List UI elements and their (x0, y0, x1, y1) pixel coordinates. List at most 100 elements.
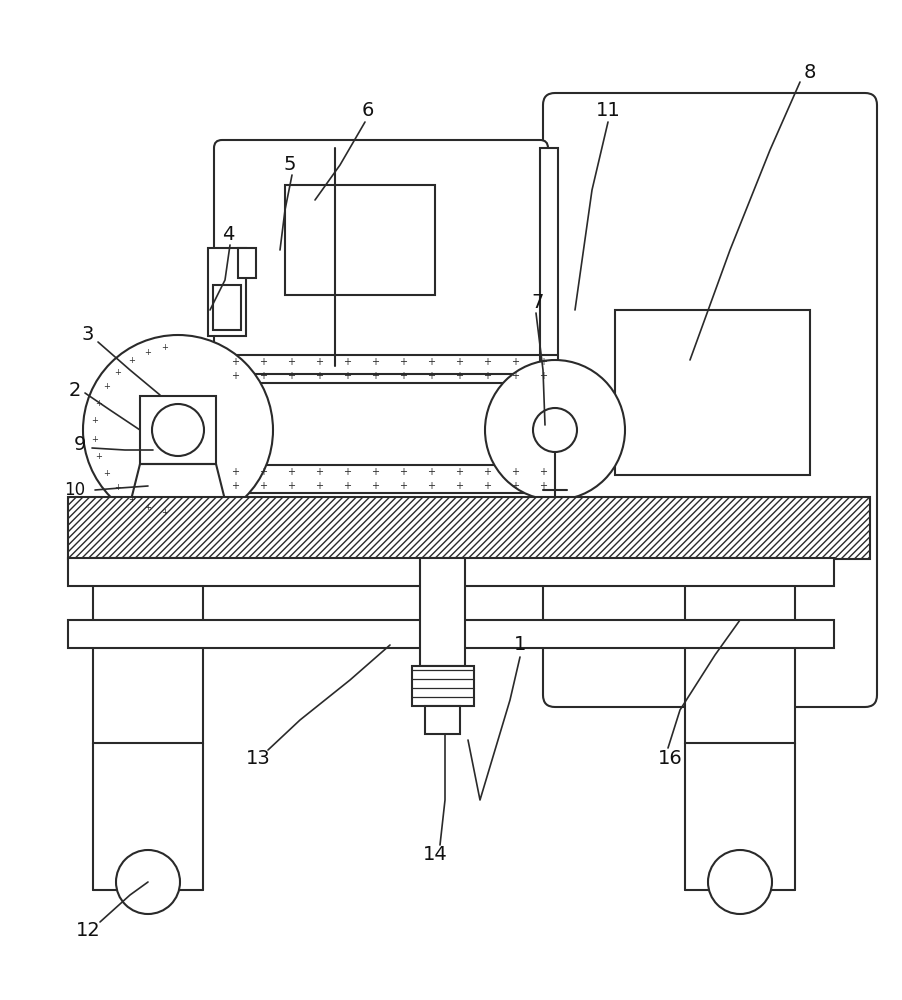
Bar (238, 248, 256, 278)
Text: 12: 12 (76, 920, 100, 940)
Bar (420, 558, 465, 666)
Text: 6: 6 (362, 101, 374, 119)
Text: +: + (114, 368, 121, 377)
Text: 11: 11 (595, 101, 621, 119)
Text: +: + (259, 357, 267, 367)
Bar (285, 185, 435, 295)
Circle shape (708, 850, 772, 914)
Text: +: + (343, 371, 351, 381)
Text: +: + (455, 371, 463, 381)
Text: +: + (539, 357, 547, 367)
Bar (213, 285, 241, 330)
Text: +: + (427, 481, 435, 491)
Text: +: + (483, 467, 491, 477)
Text: 9: 9 (74, 436, 87, 454)
Text: +: + (427, 357, 435, 367)
Text: +: + (231, 481, 239, 491)
Text: 3: 3 (82, 326, 94, 344)
Text: +: + (96, 452, 102, 461)
Text: +: + (144, 503, 151, 512)
Text: +: + (511, 357, 519, 367)
Text: +: + (96, 399, 102, 408)
Text: 8: 8 (804, 62, 816, 82)
Text: +: + (371, 481, 379, 491)
Text: +: + (259, 371, 267, 381)
Text: +: + (483, 481, 491, 491)
Text: +: + (259, 467, 267, 477)
Bar (68, 497, 870, 559)
Bar (68, 558, 834, 586)
Text: 13: 13 (245, 748, 271, 768)
Text: +: + (128, 495, 134, 504)
Bar (540, 148, 558, 478)
Text: 10: 10 (64, 481, 86, 499)
Text: +: + (144, 348, 151, 357)
Text: +: + (103, 382, 110, 391)
Text: +: + (315, 481, 323, 491)
Bar (208, 248, 246, 336)
Text: 4: 4 (222, 226, 235, 244)
Text: +: + (287, 371, 295, 381)
Text: +: + (399, 481, 407, 491)
Text: +: + (91, 435, 98, 444)
Text: +: + (371, 371, 379, 381)
Text: +: + (399, 467, 407, 477)
Text: +: + (231, 467, 239, 477)
Bar (425, 706, 460, 734)
Text: +: + (161, 508, 169, 517)
Bar (412, 666, 474, 706)
Text: +: + (399, 357, 407, 367)
Circle shape (83, 335, 273, 525)
Text: +: + (128, 356, 134, 365)
Text: 5: 5 (284, 155, 296, 174)
Text: +: + (371, 357, 379, 367)
Text: 7: 7 (532, 292, 544, 312)
Text: +: + (103, 469, 110, 478)
Circle shape (533, 408, 577, 452)
Bar (208, 366, 226, 471)
Text: +: + (287, 357, 295, 367)
Text: 1: 1 (514, 636, 526, 654)
Text: +: + (114, 483, 121, 492)
FancyBboxPatch shape (543, 93, 877, 707)
Text: +: + (343, 357, 351, 367)
Text: +: + (427, 371, 435, 381)
Text: +: + (539, 467, 547, 477)
Text: 2: 2 (69, 380, 81, 399)
Text: +: + (315, 371, 323, 381)
Bar (615, 310, 810, 475)
Text: +: + (371, 467, 379, 477)
Text: 14: 14 (423, 846, 447, 864)
Circle shape (116, 850, 180, 914)
Text: +: + (539, 371, 547, 381)
Text: +: + (231, 371, 239, 381)
Bar (140, 396, 216, 464)
Text: 16: 16 (658, 748, 683, 768)
Text: +: + (455, 357, 463, 367)
FancyBboxPatch shape (214, 140, 548, 374)
Text: +: + (483, 357, 491, 367)
Text: +: + (161, 343, 169, 352)
Text: +: + (539, 481, 547, 491)
Bar (93, 558, 203, 743)
Text: +: + (455, 481, 463, 491)
Text: +: + (511, 467, 519, 477)
Circle shape (152, 404, 204, 456)
Text: +: + (343, 467, 351, 477)
Bar (685, 558, 795, 743)
Text: +: + (427, 467, 435, 477)
Text: +: + (511, 481, 519, 491)
Text: +: + (231, 357, 239, 367)
Text: +: + (315, 357, 323, 367)
Bar (68, 620, 834, 648)
Text: +: + (483, 371, 491, 381)
Text: +: + (399, 371, 407, 381)
Text: +: + (287, 481, 295, 491)
Text: +: + (91, 416, 98, 425)
Text: +: + (259, 481, 267, 491)
Circle shape (485, 360, 625, 500)
Text: +: + (343, 481, 351, 491)
Text: +: + (511, 371, 519, 381)
Text: +: + (455, 467, 463, 477)
Text: +: + (315, 467, 323, 477)
